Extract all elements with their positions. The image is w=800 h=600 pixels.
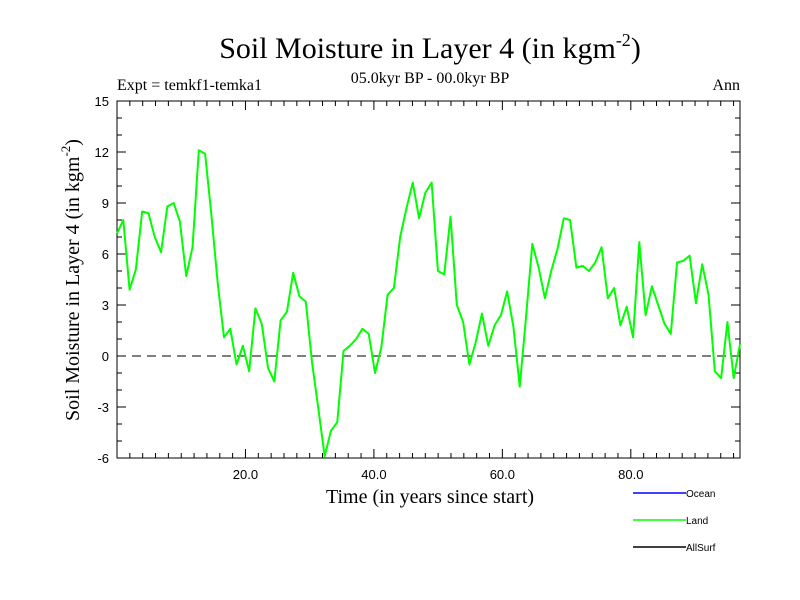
x-tick-label: 40.0	[361, 467, 386, 482]
x-tick-label: 60.0	[490, 467, 515, 482]
x-tick-label: 80.0	[618, 467, 643, 482]
y-axis-title: Soil Moisture in Layer 4 (in kgm-2)	[58, 139, 84, 421]
y-tick-label: 9	[102, 196, 109, 211]
season-label: Ann	[712, 77, 740, 94]
y-tick-label: -6	[97, 451, 109, 466]
y-tick-label: -3	[97, 400, 109, 415]
period-label: 05.0kyr BP - 00.0kyr BP	[351, 70, 510, 87]
y-tick-label: 0	[102, 349, 109, 364]
legend: Ocean Land AllSurf	[633, 489, 716, 554]
chart-title: Soil Moisture in Layer 4 (in kgm-2)	[219, 30, 641, 65]
y-tick-label: 12	[95, 145, 109, 160]
x-axis-ticks: 20.0 40.0 60.0 80.0	[129, 101, 735, 482]
x-tick-label: 20.0	[233, 467, 258, 482]
x-axis-title: Time (in years since start)	[326, 486, 534, 508]
series-line-land	[116, 149, 741, 458]
expt-label: Expt = temkf1-temka1	[117, 77, 262, 94]
y-axis-ticks: -6 -3 0 3 6 9 12 15	[95, 94, 740, 466]
legend-label-allsurf: AllSurf	[686, 543, 716, 554]
y-tick-label: 3	[102, 298, 109, 313]
series-group	[116, 149, 741, 458]
legend-label-land: Land	[686, 516, 708, 527]
plot-frame	[116, 100, 741, 459]
legend-label-ocean: Ocean	[686, 489, 715, 500]
y-tick-label: 6	[102, 247, 109, 262]
y-tick-label: 15	[95, 94, 109, 109]
